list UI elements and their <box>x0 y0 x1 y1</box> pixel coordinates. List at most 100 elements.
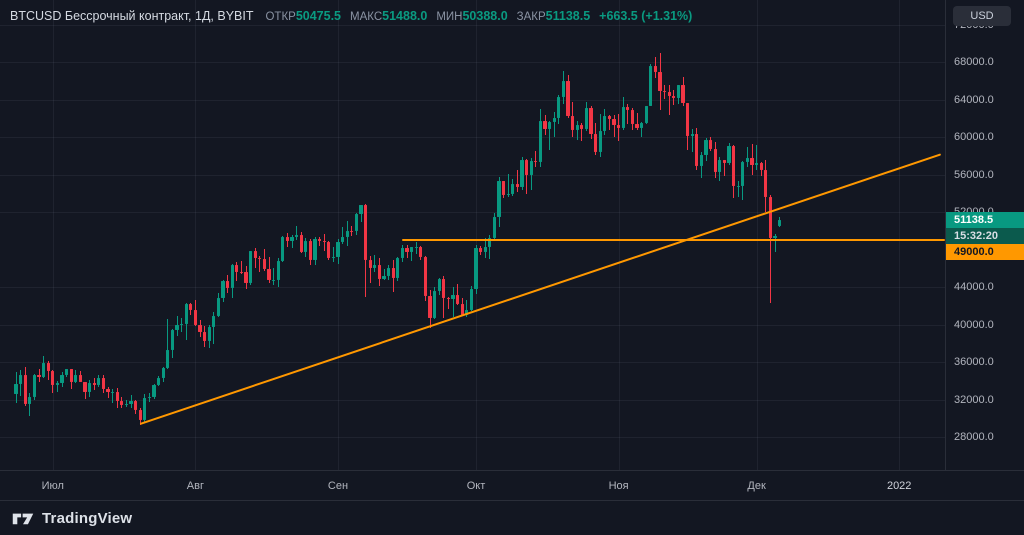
candle-body <box>244 272 248 284</box>
candle-wick <box>466 300 468 317</box>
candle-body <box>97 378 101 386</box>
candle-body <box>216 297 221 317</box>
candle-body <box>110 392 115 393</box>
candle-wick <box>627 103 629 124</box>
chart-plot[interactable]: BTCUSD Бессрочный контракт, 1Д, BYBIT ОТ… <box>0 0 945 470</box>
candle-wick <box>319 237 321 247</box>
candle-body <box>78 375 83 382</box>
candle-body <box>414 246 418 248</box>
candle-body <box>488 237 492 248</box>
candle-body <box>248 251 253 284</box>
grid-line-horizontal <box>0 362 945 363</box>
candle-body <box>524 160 529 175</box>
tradingview-brand[interactable]: TradingView <box>42 509 133 527</box>
tradingview-logo-icon[interactable] <box>12 510 34 527</box>
candle-body <box>386 267 391 277</box>
candle-wick <box>756 145 758 170</box>
price-tick-label: 36000.0 <box>954 356 994 368</box>
candle-body <box>281 236 285 262</box>
candle-body <box>515 184 520 187</box>
candle-body <box>649 66 653 107</box>
candle-wick <box>489 234 491 260</box>
candle-body <box>294 235 299 238</box>
candle-wick <box>452 287 454 318</box>
low-value: МИН50388.0 <box>436 9 508 23</box>
candle-body <box>580 124 584 130</box>
candle-wick <box>112 388 114 404</box>
time-axis-label: Июл <box>41 480 64 492</box>
candle-body <box>368 260 372 268</box>
candle-body <box>41 362 46 377</box>
candle-body <box>363 205 368 261</box>
time-axis[interactable]: Июл Авг Сен Окт Ноя Дек 2022 <box>0 470 1024 501</box>
candle-wick <box>526 158 528 195</box>
candle-body <box>336 241 340 258</box>
candle-body <box>276 261 280 281</box>
candle-wick <box>369 255 371 284</box>
candle-body <box>713 149 717 172</box>
candle-body <box>207 326 211 342</box>
grid-line-horizontal <box>0 324 945 326</box>
candle-wick <box>553 111 555 138</box>
candle-body <box>64 368 69 375</box>
ray-price-label: 49000.0 <box>946 244 1024 261</box>
candle-body <box>124 403 129 406</box>
price-axis[interactable]: USD 72000.068000.064000.060000.056000.05… <box>945 0 1024 470</box>
candle-body <box>37 374 41 377</box>
candle-body <box>741 162 745 186</box>
candle-wick <box>273 268 275 285</box>
grid-line-horizontal <box>0 99 945 101</box>
candle-body <box>552 117 556 123</box>
candle-body <box>14 384 18 395</box>
candle-body <box>547 122 552 129</box>
candle-body <box>230 265 234 289</box>
price-tick-label: 40000.0 <box>954 318 994 331</box>
candle-wick <box>507 173 509 197</box>
currency-toggle-usd[interactable]: USD <box>953 6 1011 26</box>
candle-body <box>566 80 570 117</box>
horizontal-ray-drawing[interactable] <box>402 239 945 242</box>
candle-wick <box>411 246 413 262</box>
candle-body <box>593 134 598 152</box>
candle-wick <box>254 248 256 268</box>
candle-body <box>87 382 92 392</box>
grid-line-horizontal <box>0 62 945 63</box>
candle-body <box>543 121 547 129</box>
price-tick-label: 60000.0 <box>954 131 994 143</box>
candle-body <box>621 107 625 128</box>
candle-body <box>409 246 414 252</box>
candle-wick <box>737 181 739 197</box>
last-price-label: 51138.5 <box>946 212 1024 229</box>
candle-body <box>501 180 506 196</box>
candle-body <box>667 92 671 96</box>
candle-wick <box>636 112 638 130</box>
candle-body <box>340 237 345 242</box>
candle-body <box>239 272 244 273</box>
grid-line-vertical <box>756 0 758 470</box>
candle-wick <box>332 247 334 262</box>
candle-body <box>18 374 23 385</box>
candle-body <box>377 264 382 280</box>
countdown-label: 15:32:20 <box>946 228 1024 245</box>
candle-body <box>731 146 736 187</box>
candle-wick <box>668 85 670 116</box>
candle-body <box>290 237 294 242</box>
candle-body <box>143 398 147 421</box>
candle-body <box>83 381 87 392</box>
candle-body <box>570 116 575 131</box>
price-tick-label: 44000.0 <box>954 281 994 293</box>
candle-body <box>708 139 713 150</box>
candle-body <box>152 384 156 397</box>
candle-body <box>46 362 50 371</box>
candle-body <box>253 251 257 258</box>
candle-body <box>115 392 119 401</box>
symbol-title[interactable]: BTCUSD Бессрочный контракт, 1Д, BYBIT <box>10 9 254 23</box>
candle-body <box>469 288 474 310</box>
candle-wick <box>167 319 169 370</box>
candle-body <box>285 236 290 242</box>
candle-body <box>529 161 533 175</box>
trendline-drawing[interactable] <box>139 153 941 426</box>
candle-body <box>777 220 782 227</box>
candle-body <box>193 309 198 326</box>
candle-body <box>644 106 648 123</box>
